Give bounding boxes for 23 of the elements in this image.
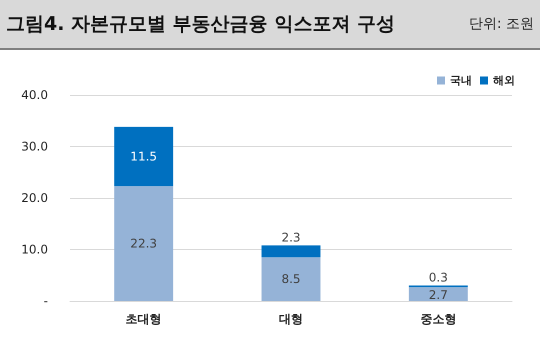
text: 단위: 조원: [468, 15, 534, 33]
bar: [408, 287, 468, 301]
x-tick-label: 중소형: [420, 312, 456, 326]
bar: [262, 245, 320, 258]
legend-label: 국내: [450, 74, 472, 87]
data-label: 8.5: [281, 272, 301, 286]
x-tick-label: 대형: [279, 312, 303, 326]
data-label: 2.3: [281, 230, 301, 244]
data-label: 11.5: [130, 150, 158, 164]
bar: [114, 186, 174, 301]
legend-label: 해외: [493, 74, 515, 87]
y-tick-label: -: [44, 294, 48, 308]
data-label: 22.3: [130, 236, 158, 251]
data-label: 2.7: [428, 288, 448, 302]
data-label: 0.3: [428, 270, 448, 285]
y-tick-label: 40.0: [21, 88, 48, 102]
bar: [114, 126, 174, 186]
y-tick-label: 10.0: [21, 242, 48, 256]
bar: [262, 257, 320, 301]
y-tick-label: 20.0: [21, 191, 48, 205]
chart-title: 그림4. 자본규모별 부동산금융 익스포져 구성: [6, 12, 395, 37]
y-tick-label: 30.0: [21, 140, 48, 154]
x-tick-label: 초대형: [126, 312, 162, 326]
